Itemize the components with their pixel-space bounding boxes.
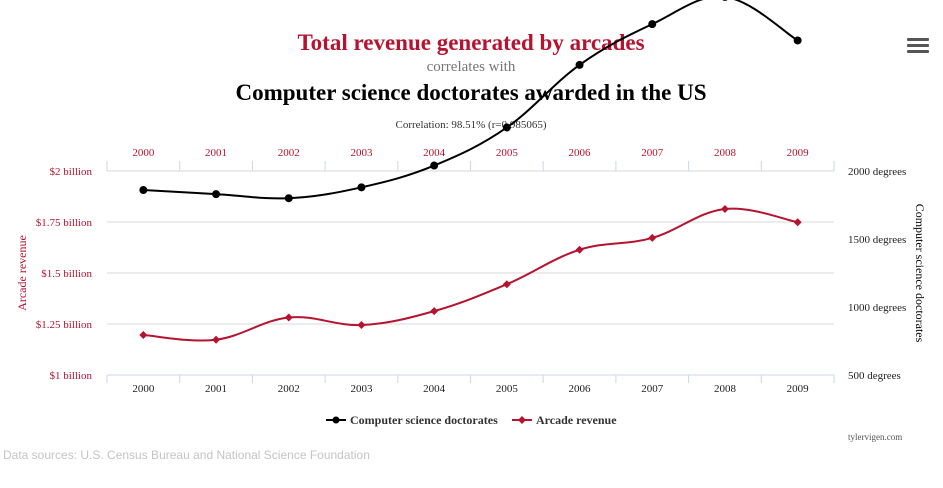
doctorates-point xyxy=(648,20,657,29)
left-axis-title: Arcade revenue xyxy=(15,235,29,311)
left-tick-label: $1.25 billion xyxy=(36,319,93,331)
arcade-point xyxy=(139,331,148,340)
x-tick-label: 2008 xyxy=(714,383,737,395)
top-year-label: 2003 xyxy=(350,147,373,159)
x-tick-label: 2006 xyxy=(569,383,592,395)
arcade-point xyxy=(357,321,366,330)
doctorates-point xyxy=(502,123,511,132)
series-line-doctorates xyxy=(143,0,799,200)
arcade-point xyxy=(212,335,221,344)
top-year-label: 2002 xyxy=(278,147,300,159)
legend-label-doctorates: Computer science doctorates xyxy=(350,413,498,427)
x-tick-label: 2002 xyxy=(278,383,300,395)
arcade-point xyxy=(720,204,729,213)
right-tick-label: 1500 degrees xyxy=(848,234,906,246)
credit-link[interactable]: tylervigen.com xyxy=(848,432,903,442)
doctorates-point xyxy=(793,36,802,45)
right-axis-title: Computer science doctorates xyxy=(913,204,927,343)
top-year-label: 2008 xyxy=(714,147,737,159)
menu-bar-icon xyxy=(907,38,929,41)
arcade-point xyxy=(284,313,293,322)
chart-title: Total revenue generated by arcades xyxy=(297,30,644,55)
data-sources: Data sources: U.S. Census Bureau and Nat… xyxy=(3,448,370,462)
chart-connector: correlates with xyxy=(427,59,516,75)
legend-label-arcade: Arcade revenue xyxy=(536,413,617,427)
top-year-label: 2007 xyxy=(641,147,664,159)
right-tick-label: 2000 degrees xyxy=(848,166,906,178)
legend-marker-arcade xyxy=(518,416,526,424)
left-tick-label: $1 billion xyxy=(50,370,93,382)
chart-menu-button[interactable] xyxy=(905,36,931,60)
top-year-label: 2000 xyxy=(132,147,155,159)
menu-bar-icon xyxy=(907,50,929,53)
left-tick-label: $2 billion xyxy=(50,166,93,178)
arcade-point xyxy=(575,245,584,254)
plot-area: 2000 2000 2001 2001 2002 2002 2003 2003 2004 2004… xyxy=(15,0,927,395)
legend-item-arcade[interactable]: Arcade revenue xyxy=(512,413,617,427)
x-tick-label: 2000 xyxy=(132,383,155,395)
left-tick-label: $1.5 billion xyxy=(41,268,92,280)
arcade-point xyxy=(502,280,511,289)
top-year-label: 2006 xyxy=(569,147,592,159)
arcade-point xyxy=(430,307,439,316)
top-year-label: 2009 xyxy=(787,147,810,159)
legend-marker-doctorates xyxy=(332,416,340,424)
x-tick-label: 2003 xyxy=(350,383,373,395)
doctorates-point xyxy=(284,194,293,203)
x-tick-label: 2001 xyxy=(205,383,227,395)
doctorates-point xyxy=(139,186,148,195)
x-tick-label: 2007 xyxy=(641,383,664,395)
doctorates-point xyxy=(212,190,221,199)
x-tick-label: 2005 xyxy=(496,383,519,395)
menu-bar-icon xyxy=(907,44,929,47)
top-year-label: 2001 xyxy=(205,147,227,159)
legend: Computer science doctorates Arcade reven… xyxy=(326,413,617,427)
top-year-label: 2005 xyxy=(496,147,519,159)
right-tick-label: 1000 degrees xyxy=(848,302,906,314)
left-tick-label: $1.75 billion xyxy=(36,217,93,229)
series-line-arcade xyxy=(143,207,798,342)
doctorates-point xyxy=(575,60,584,69)
right-tick-label: 500 degrees xyxy=(848,370,901,382)
x-tick-label: 2004 xyxy=(423,383,446,395)
doctorates-point xyxy=(357,183,366,192)
arcade-point xyxy=(793,218,802,227)
arcade-point xyxy=(648,233,657,242)
doctorates-point xyxy=(430,161,439,170)
x-tick-label: 2009 xyxy=(787,383,810,395)
doctorates-point xyxy=(722,0,728,1)
correlation-text: Correlation: 98.51% (r=0.985065) xyxy=(395,119,546,131)
top-year-label: 2004 xyxy=(423,147,446,159)
legend-item-doctorates[interactable]: Computer science doctorates xyxy=(326,413,498,427)
chart-subtitle: Computer science doctorates awarded in t… xyxy=(235,80,706,105)
